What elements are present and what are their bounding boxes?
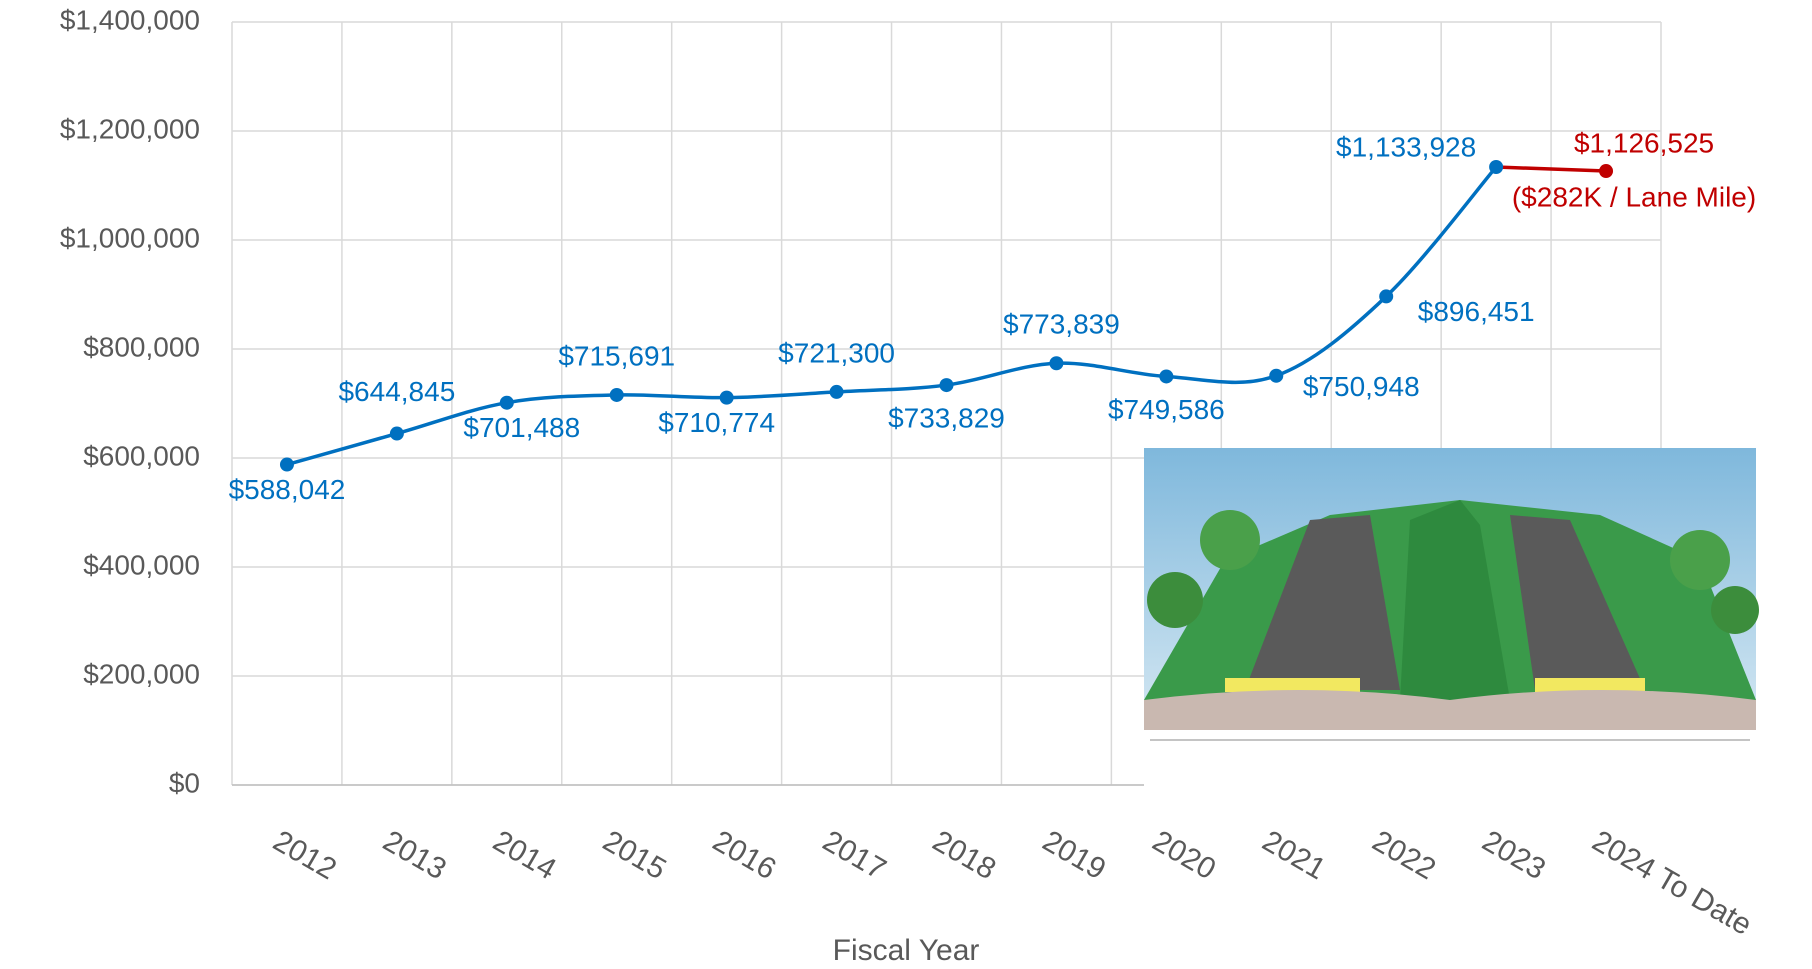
- data-label: $701,488: [463, 412, 580, 443]
- plot: $588,042 $644,845 $701,488 $715,691 $710,774…: [229, 127, 1757, 504]
- point: [829, 384, 844, 399]
- point: [719, 390, 734, 405]
- x-tick-label: 2015: [597, 824, 671, 886]
- point: [939, 378, 954, 393]
- x-tick-label: 2012: [268, 824, 342, 886]
- x-tick-label: 2024 To Date: [1587, 824, 1758, 942]
- y-tick-label: $200,000: [83, 658, 200, 689]
- data-label: $644,845: [338, 376, 455, 407]
- data-label: $715,691: [558, 340, 675, 371]
- y-tick-label: $1,000,000: [60, 222, 200, 253]
- inset-median: [1400, 500, 1510, 700]
- x-tick-label: 2020: [1147, 824, 1221, 886]
- inset-ground: [1144, 690, 1756, 730]
- data-label: $1,126,525: [1574, 127, 1714, 158]
- data-label: $750,948: [1303, 371, 1420, 402]
- x-axis-title: Fiscal Year: [833, 934, 980, 964]
- x-tick-label: 2014: [487, 824, 561, 886]
- data-label: $773,839: [1003, 309, 1120, 340]
- y-tick-label: $1,200,000: [60, 113, 200, 144]
- line-segment-latest: [1496, 165, 1607, 173]
- y-tick-label: $1,400,000: [60, 4, 200, 35]
- x-tick-label: 2013: [377, 824, 451, 886]
- road-cross-section: [1144, 448, 1759, 787]
- inset-tree: [1711, 586, 1759, 634]
- x-tick-label: 2023: [1477, 824, 1551, 886]
- x-tick-label: 2021: [1257, 824, 1331, 886]
- inset-road-left: [1245, 515, 1400, 690]
- inset-tree: [1670, 530, 1730, 590]
- point: [609, 387, 624, 402]
- inset-road-right: [1510, 515, 1645, 690]
- data-label: $733,829: [888, 402, 1005, 433]
- inset-tree: [1147, 572, 1203, 628]
- point: [1049, 356, 1064, 371]
- point: [1379, 289, 1394, 304]
- data-label: $721,300: [778, 337, 895, 368]
- y-tick-label: $400,000: [83, 549, 200, 580]
- data-label: $1,133,928: [1336, 131, 1476, 162]
- point: [1599, 164, 1614, 179]
- inset-shoulder: [1225, 678, 1360, 692]
- point: [1159, 369, 1174, 384]
- point: [1269, 368, 1284, 383]
- x-tick-label: 2019: [1037, 824, 1111, 886]
- point: [389, 426, 404, 441]
- data-label: $710,774: [658, 407, 775, 438]
- x-tick-label: 2022: [1367, 824, 1441, 886]
- point: [499, 395, 514, 410]
- point: [279, 457, 294, 472]
- inset-shoulder: [1535, 678, 1645, 692]
- y-tick-label: $0: [169, 767, 200, 798]
- y-tick-label: $600,000: [83, 440, 200, 471]
- data-label: $896,451: [1418, 296, 1535, 327]
- x-tick-label: 2018: [927, 824, 1001, 886]
- point: [1489, 160, 1504, 175]
- annotation: ($282K / Lane Mile): [1512, 181, 1756, 212]
- x-tick-label: 2017: [817, 824, 891, 886]
- inset-dimensions: [1144, 730, 1756, 787]
- y-tick-label: $800,000: [83, 331, 200, 362]
- data-label: $749,586: [1108, 394, 1225, 425]
- x-tick-label: 2016: [707, 824, 781, 886]
- data-label: $588,042: [229, 474, 346, 505]
- inset-tree: [1200, 510, 1260, 570]
